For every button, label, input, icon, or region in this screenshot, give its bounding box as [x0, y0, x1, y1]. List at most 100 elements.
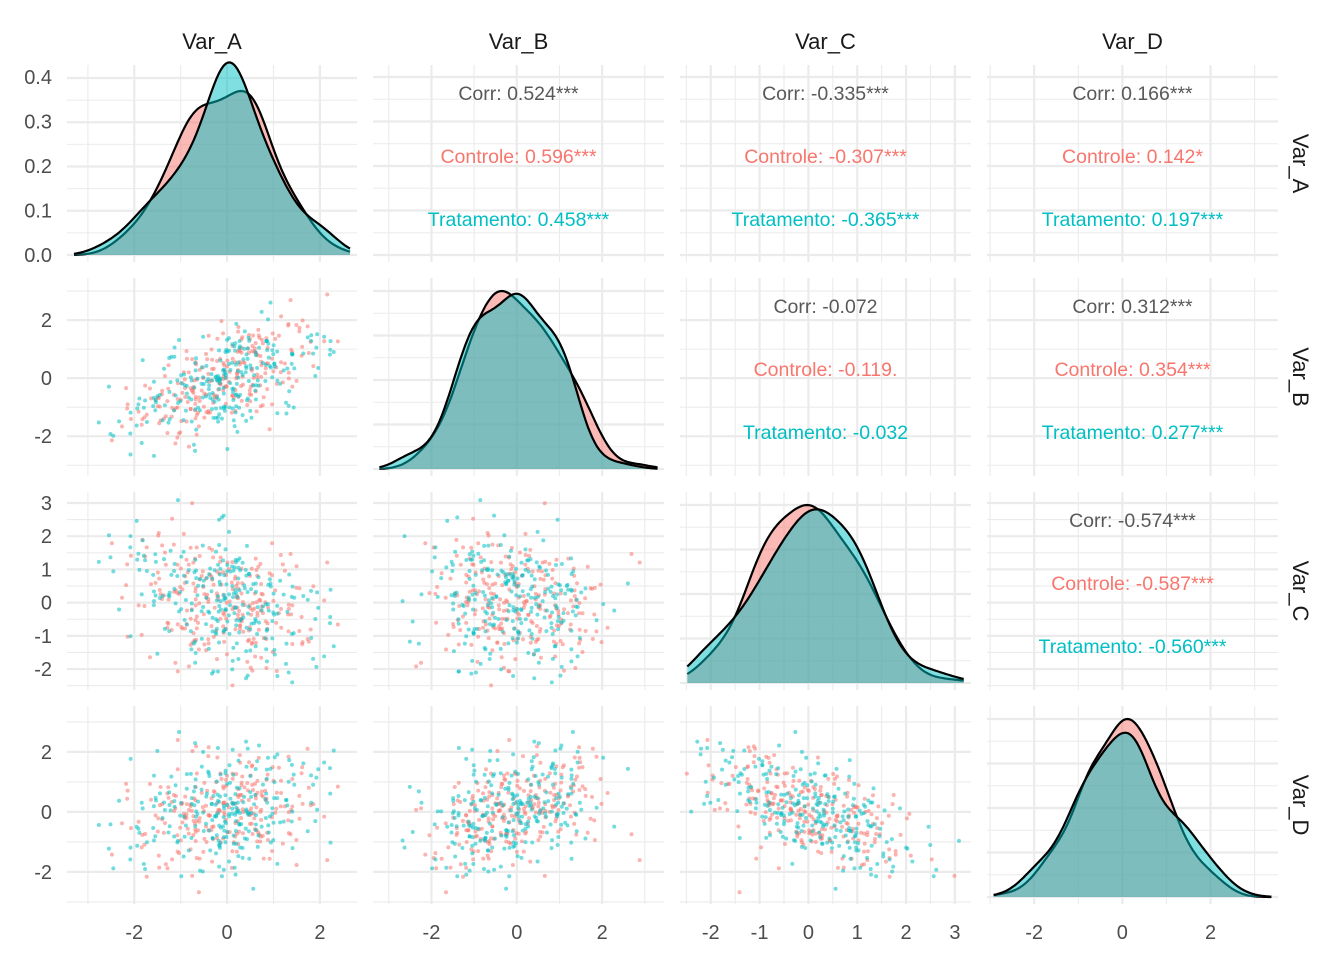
point-tratamento — [272, 796, 277, 801]
point-tratamento — [249, 587, 254, 592]
point-tratamento — [216, 373, 221, 378]
point-tratamento — [242, 346, 247, 351]
point-tratamento — [265, 317, 270, 322]
point-controle — [599, 801, 604, 806]
point-tratamento — [549, 584, 554, 589]
point-controle — [249, 612, 254, 617]
point-controle — [183, 794, 188, 799]
point-tratamento — [253, 813, 258, 818]
point-tratamento — [452, 591, 457, 596]
point-tratamento — [737, 836, 742, 841]
point-tratamento — [96, 823, 101, 828]
point-tratamento — [776, 802, 781, 807]
point-controle — [109, 438, 114, 443]
point-controle — [222, 363, 227, 368]
point-controle — [834, 814, 839, 819]
point-tratamento — [515, 793, 520, 798]
point-tratamento — [788, 796, 793, 801]
point-controle — [487, 794, 492, 799]
point-controle — [247, 760, 252, 765]
point-controle — [229, 410, 234, 415]
point-controle — [241, 629, 246, 634]
point-controle — [306, 639, 311, 644]
point-controle — [469, 847, 474, 852]
point-tratamento — [227, 814, 232, 819]
point-controle — [451, 624, 456, 629]
point-controle — [237, 623, 242, 628]
point-tratamento — [157, 595, 162, 600]
point-tratamento — [139, 592, 144, 597]
x-tick-label: 1 — [852, 922, 863, 944]
point-controle — [245, 402, 250, 407]
point-controle — [767, 817, 772, 822]
point-tratamento — [252, 373, 257, 378]
point-controle — [573, 665, 578, 670]
point-controle — [524, 830, 529, 835]
point-controle — [259, 792, 264, 797]
point-controle — [435, 825, 440, 830]
point-controle — [221, 784, 226, 789]
point-tratamento — [151, 838, 156, 843]
point-controle — [306, 350, 311, 355]
point-tratamento — [188, 629, 193, 634]
point-controle — [256, 333, 261, 338]
point-tratamento — [850, 803, 855, 808]
point-controle — [487, 574, 492, 579]
point-controle — [325, 560, 330, 565]
point-tratamento — [760, 763, 765, 768]
point-tratamento — [831, 799, 836, 804]
point-tratamento — [204, 379, 209, 384]
point-tratamento — [482, 593, 487, 598]
point-tratamento — [266, 608, 271, 613]
y-tick-label: 2 — [41, 742, 52, 764]
point-tratamento — [798, 767, 803, 772]
point-tratamento — [546, 774, 551, 779]
point-controle — [495, 749, 500, 754]
point-tratamento — [117, 607, 122, 612]
point-controle — [835, 819, 840, 824]
point-tratamento — [796, 793, 801, 798]
point-tratamento — [464, 634, 469, 639]
point-tratamento — [742, 767, 747, 772]
point-tratamento — [495, 758, 500, 763]
point-tratamento — [251, 383, 256, 388]
point-controle — [776, 806, 781, 811]
point-tratamento — [313, 373, 318, 378]
point-controle — [819, 851, 824, 856]
point-controle — [237, 829, 242, 834]
point-tratamento — [167, 824, 172, 829]
point-tratamento — [575, 749, 580, 754]
point-tratamento — [801, 796, 806, 801]
point-tratamento — [136, 551, 141, 556]
point-controle — [501, 608, 506, 613]
point-tratamento — [544, 608, 549, 613]
point-tratamento — [191, 641, 196, 646]
point-controle — [475, 659, 480, 664]
point-controle — [505, 771, 510, 776]
point-controle — [215, 359, 220, 364]
point-tratamento — [512, 582, 517, 587]
point-tratamento — [222, 573, 227, 578]
point-tratamento — [564, 584, 569, 589]
point-controle — [250, 640, 255, 645]
point-tratamento — [484, 830, 489, 835]
point-controle — [592, 818, 597, 823]
point-tratamento — [228, 569, 233, 574]
point-controle — [193, 838, 198, 843]
point-controle — [862, 796, 867, 801]
point-tratamento — [561, 611, 566, 616]
point-controle — [251, 787, 256, 792]
point-controle — [476, 788, 481, 793]
point-tratamento — [287, 572, 292, 577]
point-tratamento — [723, 758, 728, 763]
point-controle — [503, 777, 508, 782]
point-tratamento — [228, 603, 233, 608]
point-controle — [725, 807, 730, 812]
point-controle — [580, 765, 585, 770]
point-tratamento — [305, 335, 310, 340]
point-controle — [558, 788, 563, 793]
point-controle — [872, 840, 877, 845]
point-tratamento — [201, 334, 206, 339]
point-tratamento — [192, 803, 197, 808]
point-controle — [178, 566, 183, 571]
